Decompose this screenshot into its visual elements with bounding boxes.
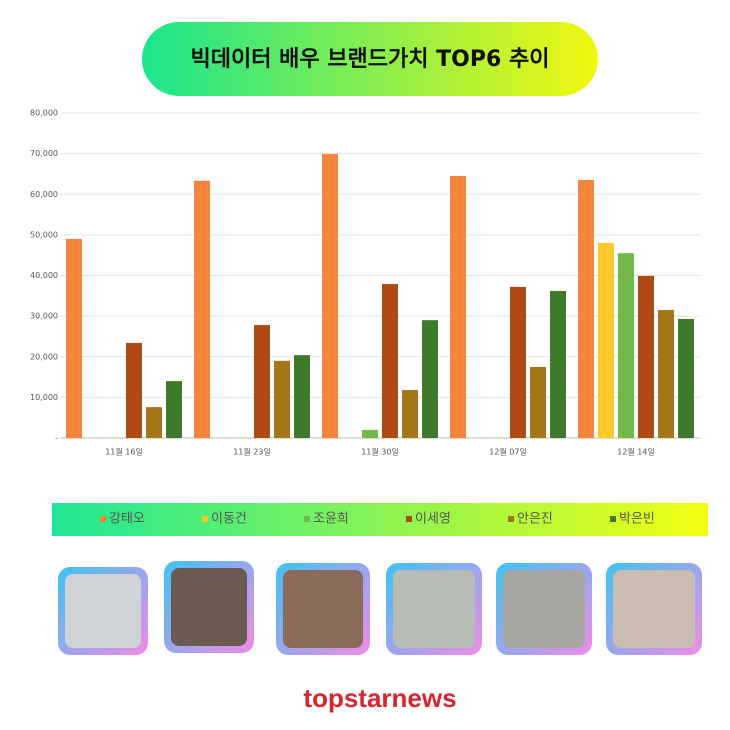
legend-label: 조윤희 xyxy=(313,512,349,527)
chart-title: 빅데이터 배우 브랜드가치 TOP6 추이 xyxy=(191,47,550,72)
legend-swatch xyxy=(100,516,106,522)
bar xyxy=(194,180,210,438)
bar xyxy=(638,275,654,438)
y-tick-label: 80,000 xyxy=(30,109,58,118)
bar xyxy=(550,290,566,438)
bar xyxy=(146,407,162,438)
legend-bar xyxy=(52,503,708,536)
photos xyxy=(58,561,702,655)
bar xyxy=(254,325,270,438)
bar xyxy=(678,318,694,438)
x-tick-label: 12월 14일 xyxy=(617,447,655,457)
photo xyxy=(613,570,695,648)
y-tick-label: 50,000 xyxy=(30,230,58,239)
bar xyxy=(382,284,398,438)
y-tick-label: 70,000 xyxy=(30,149,58,158)
bar xyxy=(166,381,182,438)
legend-swatch xyxy=(304,516,310,522)
y-tick-label: 20,000 xyxy=(30,352,58,361)
bar xyxy=(274,360,290,438)
bar xyxy=(362,429,378,438)
bar xyxy=(66,238,82,438)
bar xyxy=(422,320,438,438)
logo: topstarnews xyxy=(303,683,456,713)
y-tick-label: 10,000 xyxy=(30,393,58,402)
y-tick-label: 30,000 xyxy=(30,312,58,321)
bar xyxy=(126,342,142,438)
legend-swatch xyxy=(406,516,412,522)
x-tick-label: 11월 16일 xyxy=(105,447,143,457)
legend-label: 이세영 xyxy=(415,512,451,527)
legend-swatch xyxy=(610,516,616,522)
bar xyxy=(598,243,614,438)
bar xyxy=(402,390,418,438)
x-tick-label: 12월 07일 xyxy=(489,447,527,457)
legend-swatch xyxy=(202,516,208,522)
y-tick-label: - xyxy=(55,434,58,443)
bar xyxy=(322,154,338,438)
photo xyxy=(503,570,585,648)
title-pill xyxy=(142,22,598,96)
legend-label: 강태오 xyxy=(109,512,145,527)
y-tick-label: 40,000 xyxy=(30,271,58,280)
legend-label: 안은진 xyxy=(517,512,553,527)
photo xyxy=(283,570,363,648)
photo xyxy=(393,570,475,648)
bar xyxy=(450,175,466,438)
bar xyxy=(294,355,310,438)
bar xyxy=(530,366,546,438)
bar xyxy=(658,310,674,438)
bar xyxy=(618,253,634,438)
photo xyxy=(171,568,247,646)
x-tick-label: 11월 30일 xyxy=(361,447,399,457)
x-tick-label: 11월 23일 xyxy=(233,447,271,457)
photo xyxy=(65,574,141,648)
legend-label: 박은빈 xyxy=(619,512,655,527)
bar xyxy=(578,180,594,438)
bar xyxy=(510,286,526,438)
y-tick-label: 60,000 xyxy=(30,190,58,199)
legend-label: 이동건 xyxy=(211,512,247,527)
legend-swatch xyxy=(508,516,514,522)
